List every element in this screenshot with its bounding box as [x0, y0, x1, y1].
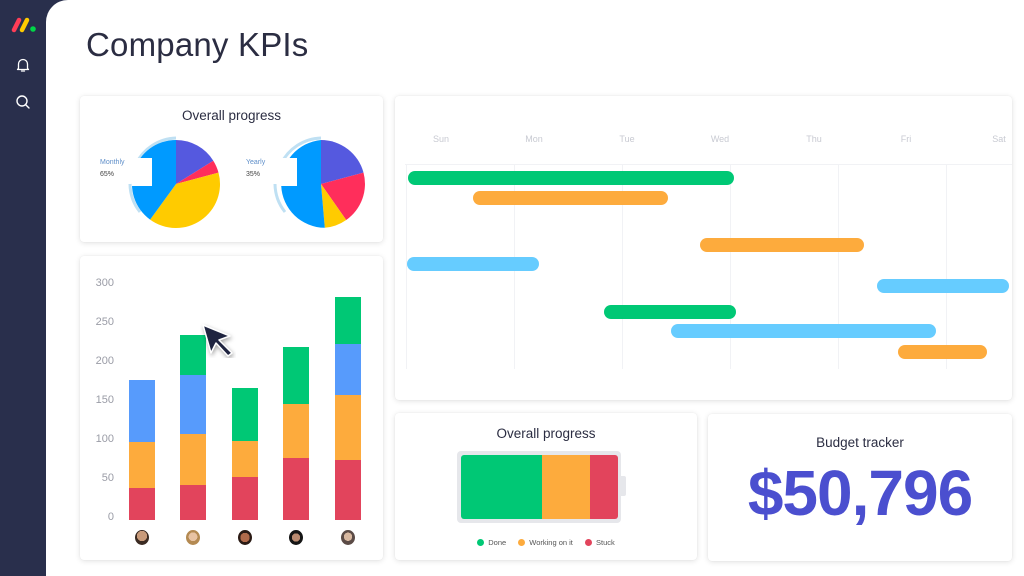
y-axis-tick: 150: [95, 394, 114, 406]
bar-segment-green: [283, 347, 309, 404]
overall-progress-battery-card[interactable]: Overall progress Done Working on it Stuc…: [395, 413, 697, 560]
legend-label: Working on it: [529, 538, 573, 547]
battery-legend: Done Working on it Stuck: [395, 538, 697, 547]
avatar[interactable]: [186, 530, 200, 545]
monday-logo-icon[interactable]: [11, 16, 37, 34]
legend-label: Done: [488, 538, 507, 547]
card-title: Budget tracker: [816, 435, 904, 450]
grid-line: [622, 164, 623, 369]
legend-dot-icon: [477, 539, 485, 546]
avatar[interactable]: [341, 530, 355, 545]
pie-label-name: Monthly: [100, 159, 125, 166]
monthly-pie-chart[interactable]: [126, 134, 226, 234]
bar-segment-blue: [129, 380, 155, 442]
bar-segment-orange: [180, 434, 206, 485]
grid-line: [730, 164, 731, 369]
bar-segment-red: [180, 485, 206, 520]
day-header: Thu: [806, 134, 822, 144]
yearly-label: Yearly 35%: [246, 159, 265, 178]
sidebar: [0, 0, 46, 576]
card-title: Overall progress: [181, 108, 282, 123]
timeline-bar[interactable]: [877, 279, 1009, 293]
pie-label-value: 65%: [100, 171, 115, 178]
timeline-gantt-card[interactable]: Sun Mon Tue Wed Thu Fri Sat: [395, 96, 1012, 400]
search-icon[interactable]: [14, 93, 32, 111]
monthly-label: Monthly 65%: [100, 159, 125, 178]
stacked-bar-chart-card[interactable]: 300 250 200 150 100 50 0: [80, 256, 383, 560]
bar-segment-red: [232, 477, 258, 520]
main-content: Company KPIs Overall progress Monthly 65…: [46, 0, 1024, 576]
budget-value: $50,796: [747, 457, 973, 529]
timeline-bar[interactable]: [898, 345, 987, 359]
grid-line: [946, 164, 947, 369]
bar-segment-red: [283, 458, 309, 520]
grid-line: [838, 164, 839, 369]
legend-dot-icon: [518, 539, 526, 546]
timeline-bar[interactable]: [473, 191, 668, 205]
y-axis-tick: 50: [101, 472, 114, 484]
y-axis-tick: 250: [95, 316, 114, 328]
avatar[interactable]: [289, 530, 303, 545]
overall-progress-pie-card[interactable]: Overall progress Monthly 65% Yearly: [80, 96, 383, 242]
budget-tracker-card[interactable]: Budget tracker $50,796: [708, 414, 1012, 561]
legend-item-done: Done: [477, 538, 506, 547]
battery-tip: [621, 476, 626, 496]
y-axis-tick: 300: [95, 277, 114, 289]
timeline-bar[interactable]: [671, 324, 936, 338]
battery-segment-working[interactable]: [542, 455, 590, 519]
bar-segment-red: [129, 488, 155, 520]
y-axis-tick: 200: [95, 355, 114, 367]
page-title: Company KPIs: [86, 26, 309, 63]
avatar[interactable]: [238, 530, 252, 545]
battery-segment-done[interactable]: [461, 455, 542, 519]
day-header: Mon: [525, 134, 543, 144]
day-header: Sat: [992, 134, 1006, 144]
bar-segment-blue: [335, 344, 361, 395]
timeline-bar[interactable]: [604, 305, 736, 319]
bar-segment-green: [180, 335, 206, 375]
avatar[interactable]: [135, 530, 149, 545]
header-divider: [405, 164, 1012, 165]
day-header: Sun: [432, 134, 449, 144]
bar-segment-orange: [335, 395, 361, 460]
day-header: Tue: [619, 134, 635, 144]
legend-dot-icon: [585, 539, 592, 546]
mouse-cursor-icon: [202, 324, 233, 357]
timeline-bar[interactable]: [408, 171, 734, 185]
pie-label-value: 35%: [246, 171, 261, 178]
y-axis-tick: 100: [95, 433, 114, 445]
grid-line: [406, 164, 407, 369]
bar-segment-green: [335, 297, 361, 344]
bar-segment-red: [335, 460, 361, 520]
yearly-pie-chart[interactable]: [271, 134, 371, 234]
timeline-bar[interactable]: [407, 257, 539, 271]
bar-segment-green: [232, 388, 258, 441]
y-axis-tick: 0: [107, 511, 114, 523]
day-header: Fri: [900, 134, 912, 144]
legend-item-working: Working on it: [518, 538, 573, 547]
bar-segment-blue: [180, 375, 206, 434]
bell-icon[interactable]: [14, 56, 32, 74]
card-title: Overall progress: [496, 426, 596, 441]
battery-segment-stuck[interactable]: [590, 455, 618, 519]
bar-segment-orange: [283, 404, 309, 458]
bar-segment-orange: [232, 441, 258, 477]
pie-label-name: Yearly: [246, 159, 266, 166]
day-header: Wed: [710, 134, 730, 144]
legend-label: Stuck: [596, 538, 615, 547]
legend-item-stuck: Stuck: [585, 538, 615, 547]
bar-segment-orange: [129, 442, 155, 488]
timeline-bar[interactable]: [700, 238, 864, 252]
